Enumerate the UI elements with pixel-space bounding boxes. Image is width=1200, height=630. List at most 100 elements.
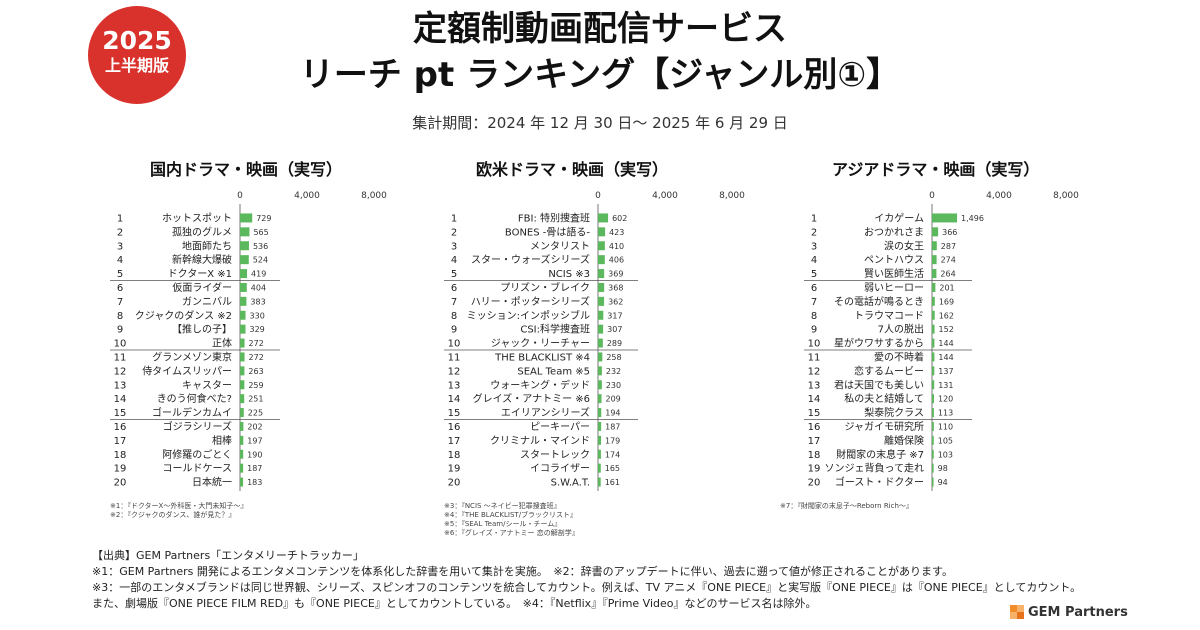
category-label: メンタリスト [530, 240, 590, 252]
data-bar [932, 421, 934, 431]
category-label: 正体 [212, 338, 232, 350]
category-label: 愛の不時着 [874, 350, 924, 363]
data-label: 369 [608, 270, 623, 279]
data-bar [598, 477, 601, 487]
data-bar [240, 324, 246, 334]
category-label: ドクターX ※1 [168, 268, 232, 280]
data-bar [240, 338, 245, 348]
data-bar [240, 380, 245, 390]
data-label: 201 [939, 283, 954, 292]
data-label: 103 [938, 450, 953, 459]
data-label: 190 [247, 450, 262, 459]
data-label: 307 [607, 325, 622, 334]
category-label: トラウマコード [854, 310, 924, 322]
data-label: 161 [605, 478, 620, 487]
data-label: 366 [942, 228, 957, 237]
rank-number: 15 [808, 408, 821, 419]
data-label: 165 [605, 464, 620, 473]
year-badge: 2025 上半期版 [88, 6, 186, 104]
data-bar [598, 255, 605, 265]
x-tick-label: 4,000 [986, 191, 1012, 201]
rank-number: 1 [811, 213, 817, 224]
data-label: 162 [939, 311, 954, 320]
category-label: ミッション:インポッシブル [467, 309, 590, 322]
rank-number: 18 [114, 450, 127, 461]
rank-number: 3 [811, 241, 817, 252]
data-label: 565 [253, 228, 268, 237]
rank-number: 17 [808, 436, 821, 447]
category-label: 星がウワサするから [834, 337, 924, 350]
data-bar [598, 213, 609, 223]
category-label: 恋するムービー [854, 364, 924, 377]
category-label: 財閥家の末息子 ※7 [836, 448, 924, 461]
data-bar [240, 366, 245, 376]
x-tick-label: 8,000 [1053, 191, 1079, 201]
category-label: 地面師たち [182, 239, 232, 252]
data-label: 263 [248, 367, 263, 376]
category-label: 仮面ライダー [172, 281, 232, 294]
data-label: 110 [938, 422, 953, 431]
rank-number: 6 [451, 283, 457, 294]
category-label: スター・ウォーズシリーズ [471, 253, 590, 266]
data-label: 131 [938, 381, 953, 390]
rank-number: 11 [114, 352, 127, 363]
data-label: 330 [250, 311, 265, 320]
rank-number: 16 [448, 422, 461, 433]
category-label: 阿修羅のごとく [162, 448, 232, 461]
data-label: 225 [248, 409, 263, 418]
category-label: ペントハウス [864, 254, 924, 266]
data-label: 362 [608, 297, 623, 306]
data-bar [240, 269, 248, 279]
category-label: ジャック・リーチャー [491, 338, 590, 350]
category-label: 孤独のグルメ [172, 225, 232, 238]
rank-number: 2 [811, 227, 817, 238]
data-label: 419 [251, 270, 266, 279]
data-label: 423 [609, 228, 624, 237]
footnote-source: 【出典】GEM Partners「エンタメリーチトラッカー」 [92, 549, 364, 562]
data-label: 183 [247, 478, 262, 487]
data-label: 258 [606, 353, 621, 362]
data-bar [598, 394, 602, 404]
page-title-line1: 定額制動画配信サービス [413, 9, 787, 49]
data-label: 317 [607, 311, 622, 320]
data-bar [932, 296, 935, 306]
rank-number: 15 [114, 408, 127, 419]
rank-number: 10 [114, 339, 127, 350]
data-bar [932, 477, 934, 487]
rank-number: 2 [117, 227, 123, 238]
data-label: 209 [606, 395, 621, 404]
rank-number: 6 [811, 283, 817, 294]
rank-number: 8 [451, 311, 457, 322]
category-label: 新幹線大爆破 [172, 253, 232, 266]
category-label: グランメゾン東京 [152, 350, 232, 363]
rank-number: 4 [117, 255, 123, 266]
chart-title: 欧米ドラマ・映画（実写） [476, 160, 669, 179]
data-label: 169 [939, 297, 954, 306]
rank-number: 1 [451, 213, 457, 224]
data-bar [598, 324, 604, 334]
category-label: クリミナル・マインド [490, 435, 590, 447]
x-tick-label: 0 [929, 191, 935, 201]
data-bar [598, 366, 602, 376]
data-bar [598, 338, 603, 348]
rank-number: 10 [808, 339, 821, 350]
category-label: THE BLACKLIST ※4 [494, 352, 590, 363]
chart-title: 国内ドラマ・映画（実写） [150, 160, 343, 179]
data-bar [932, 282, 936, 292]
x-tick-label: 8,000 [361, 191, 387, 201]
data-bar [240, 255, 249, 265]
category-label: SEAL Team ※5 [517, 366, 590, 377]
rank-number: 8 [811, 311, 817, 322]
data-label: 404 [251, 283, 266, 292]
bar-chart-svg: 0 4,000 8,000 1 イカゲーム 1,496 2 おつかれさま 366 3 涙の女王 287… [804, 191, 1079, 491]
x-tick-label: 4,000 [294, 191, 320, 201]
data-label: 202 [247, 422, 262, 431]
data-bar [932, 324, 935, 334]
data-label: 287 [941, 242, 956, 251]
x-tick-label: 0 [595, 191, 601, 201]
category-label: ゴジラシリーズ [163, 420, 232, 433]
badge-year: 2025 [102, 26, 172, 55]
data-label: 383 [250, 297, 265, 306]
category-label: ジャガイモ研究所 [845, 420, 925, 433]
data-bar [240, 449, 244, 459]
